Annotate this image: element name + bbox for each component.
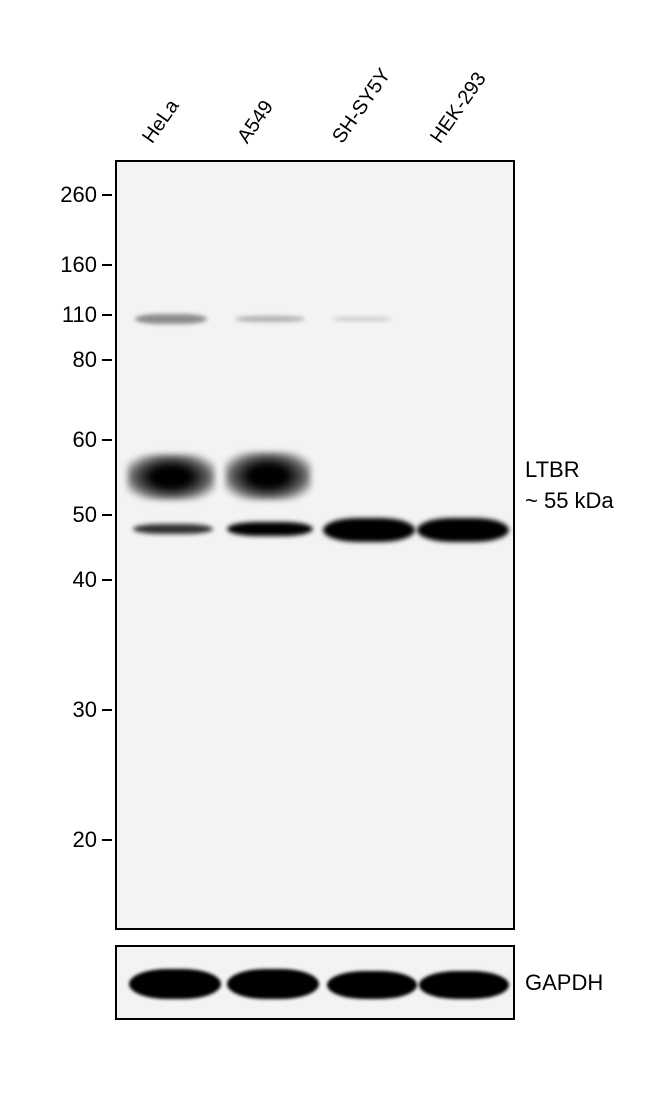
lane-label: A549 <box>233 97 279 148</box>
mw-tick <box>102 264 112 266</box>
band-110-lane1 <box>135 314 207 324</box>
band-48-lane1 <box>133 524 213 534</box>
band-48-lane4 <box>417 518 509 542</box>
mw-tick <box>102 359 112 361</box>
gapdh-band-lane4 <box>419 971 509 999</box>
target-size: ~ 55 kDa <box>525 486 614 517</box>
mw-label: 30 <box>73 697 97 723</box>
molecular-weight-markers: 260 160 110 80 60 50 40 30 20 <box>20 160 115 930</box>
mw-label: 110 <box>62 302 97 328</box>
gapdh-loading-control-blot <box>115 945 515 1020</box>
lane-label: SH-SY5Y <box>328 65 396 148</box>
main-western-blot <box>115 160 515 930</box>
band-ltbr-lane2 <box>225 452 311 500</box>
loading-control-label: GAPDH <box>525 968 603 999</box>
mw-label: 260 <box>60 182 97 208</box>
lane-labels-row: HeLa A549 SH-SY5Y HEK-293 <box>115 30 515 160</box>
mw-label: 50 <box>73 502 97 528</box>
band-110-lane2 <box>235 316 305 322</box>
mw-label: 20 <box>73 827 97 853</box>
gapdh-band-lane1 <box>129 969 221 999</box>
band-48-lane2 <box>227 522 313 536</box>
mw-tick <box>102 194 112 196</box>
lane-label: HeLa <box>138 96 184 148</box>
mw-label: 40 <box>73 567 97 593</box>
mw-tick <box>102 579 112 581</box>
gapdh-band-lane3 <box>327 971 417 999</box>
mw-label: 60 <box>73 427 97 453</box>
mw-label: 160 <box>60 252 97 278</box>
gapdh-band-lane2 <box>227 969 319 999</box>
mw-tick <box>102 314 112 316</box>
mw-tick <box>102 839 112 841</box>
target-protein-label: LTBR ~ 55 kDa <box>525 455 614 517</box>
mw-label: 80 <box>73 347 97 373</box>
mw-tick <box>102 439 112 441</box>
band-110-lane3 <box>332 317 392 321</box>
mw-tick <box>102 514 112 516</box>
mw-tick <box>102 709 112 711</box>
target-name: LTBR <box>525 455 614 486</box>
lane-label: HEK-293 <box>426 68 491 148</box>
band-48-lane3 <box>323 518 415 542</box>
band-ltbr-lane1 <box>127 454 215 500</box>
figure-container: HeLa A549 SH-SY5Y HEK-293 260 160 110 80… <box>20 30 630 1070</box>
